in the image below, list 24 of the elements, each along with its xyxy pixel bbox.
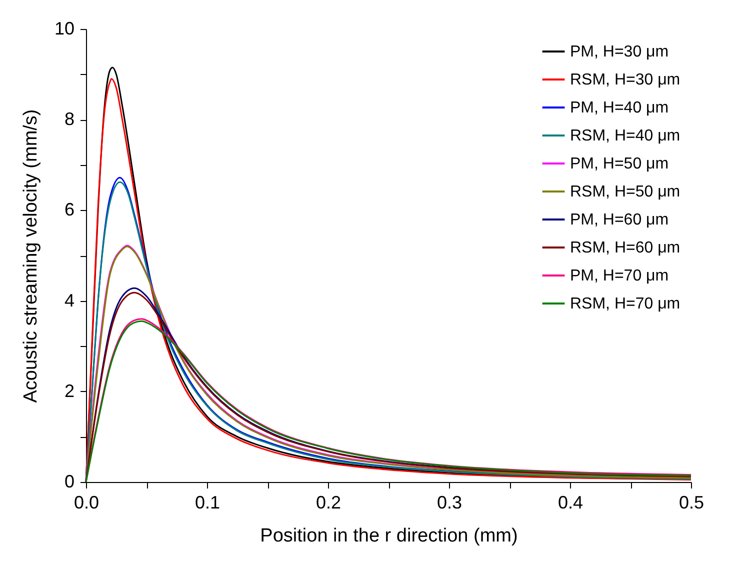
y-tick-label: 10 [54, 18, 74, 38]
y-tick-label: 0 [64, 472, 74, 492]
legend-label: PM, H=60 μm [570, 212, 669, 228]
x-axis-title: Position in the r direction (mm) [260, 526, 518, 546]
x-tick-label: 0.0 [74, 492, 100, 512]
legend-label: RSM, H=40 μm [570, 128, 680, 144]
legend-label: RSM, H=60 μm [570, 240, 680, 256]
y-tick-label: 8 [64, 109, 74, 130]
legend-label: PM, H=70 μm [570, 268, 669, 284]
legend-label: PM, H=30 μm [570, 44, 669, 60]
x-tick-label: 0.2 [316, 492, 342, 512]
legend-label: RSM, H=50 μm [570, 184, 680, 200]
legend-label: PM, H=50 μm [570, 156, 669, 172]
y-axis-title: Acoustic streaming velocity (mm/s) [20, 109, 42, 403]
y-tick-label: 4 [64, 290, 74, 310]
legend-label: PM, H=40 μm [570, 100, 669, 116]
y-tick-label: 6 [64, 200, 74, 220]
x-tick-label: 0.1 [194, 492, 220, 512]
y-tick-label: 2 [64, 380, 74, 401]
legend-label: RSM, H=70 μm [570, 296, 680, 312]
x-tick-label: 0.5 [678, 492, 704, 512]
x-tick-label: 0.3 [436, 492, 462, 512]
legend-label: RSM, H=30 μm [570, 72, 680, 88]
x-tick-label: 0.4 [558, 492, 584, 512]
